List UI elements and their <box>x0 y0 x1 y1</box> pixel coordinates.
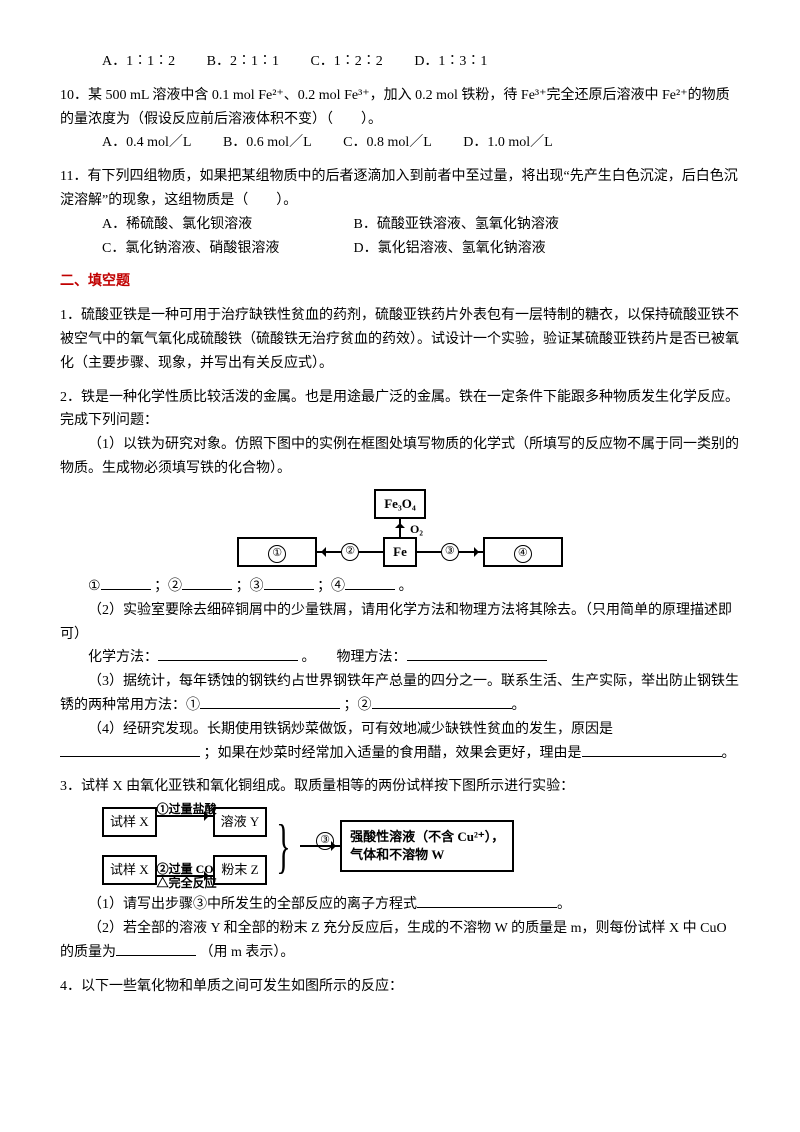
d2-x1: 试样 X <box>102 807 157 837</box>
f2-p3: （3）据统计，每年锈蚀的钢铁约占世界钢铁年产总量的四分之一。联系生活、生产实际，… <box>60 670 740 718</box>
f2-diagram: Fe₃O₄ O₂ ① ② Fe ③ ④ <box>230 489 570 567</box>
q10-stem: 10．某 500 mL 溶液中含 0.1 mol Fe²⁺、0.2 mol Fe… <box>60 84 740 132</box>
f2-stem: 2．铁是一种化学性质比较活泼的金属。也是用途最广泛的金属。铁在一定条件下能跟多种… <box>60 386 740 434</box>
dia-c3: ③ <box>441 543 459 561</box>
q9-opt-a: A．1∶1∶2 <box>102 50 175 74</box>
f2: 2．铁是一种化学性质比较活泼的金属。也是用途最广泛的金属。铁在一定条件下能跟多种… <box>60 386 740 766</box>
f2-p4: （4）经研究发现。长期使用铁锅炒菜做饭，可有效地减少缺铁性贫血的发生，原因是 ；… <box>60 718 740 766</box>
q11-opt-d: D．氯化铝溶液、氢氧化钠溶液 <box>354 237 546 261</box>
q9-options: A．1∶1∶2 B．2∶1∶1 C．1∶2∶2 D．1∶3∶1 <box>60 50 740 74</box>
q10: 10．某 500 mL 溶液中含 0.1 mol Fe²⁺、0.2 mol Fe… <box>60 84 740 155</box>
q10-opt-b: B．0.6 mol／L <box>223 131 312 155</box>
q11-opt-c: C．氯化钠溶液、硝酸银溶液 <box>102 237 322 261</box>
d2-z: 粉末 Z <box>213 855 268 885</box>
q9-opt-b: B．2∶1∶1 <box>207 50 279 74</box>
dia-top: Fe₃O₄ <box>374 489 426 519</box>
q10-opt-c: C．0.8 mol／L <box>343 131 432 155</box>
d2-y: 溶液 Y <box>213 807 268 837</box>
dia-box4: ④ <box>483 537 563 567</box>
f2-p2a: （2）实验室要除去细碎铜屑中的少量铁屑，请用化学方法和物理方法将其除去。（只用简… <box>60 599 740 647</box>
dia-c2: ② <box>341 543 359 561</box>
f3-p2: （2）若全部的溶液 Y 和全部的粉末 Z 充分反应后，生成的不溶物 W 的质量是… <box>60 917 740 965</box>
q10-opt-a: A．0.4 mol／L <box>102 131 191 155</box>
f2-p2b: 化学方法： 。 物理方法： <box>60 646 740 670</box>
q9-opt-d: D．1∶3∶1 <box>414 50 487 74</box>
dia-fe: Fe <box>383 537 417 567</box>
q11: 11．有下列四组物质，如果把某组物质中的后者逐滴加入到前者中至过量，将出现“先产… <box>60 165 740 260</box>
f3-stem: 3．试样 X 由氧化亚铁和氧化铜组成。取质量相等的两份试样按下图所示进行实验： <box>60 775 740 799</box>
dia-box1: ① <box>237 537 317 567</box>
f1: 1．硫酸亚铁是一种可用于治疗缺铁性贫血的药剂，硫酸亚铁药片外表包有一层特制的糖衣… <box>60 304 740 375</box>
f3-p1: （1）请写出步骤③中所发生的全部反应的离子方程式。 <box>60 893 740 917</box>
f3-diagram: 试样 X 试样 X ①过量盐酸 ②过量 CO△完全反应 溶液 Y 粉末 Z } … <box>102 807 662 885</box>
dia-o2: O₂ <box>407 519 426 539</box>
section-2-heading: 二、填空题 <box>60 270 740 294</box>
f4: 4．以下一些氧化物和单质之间可发生如图所示的反应： <box>60 975 740 999</box>
d2-result: 强酸性溶液（不含 Cu²⁺）， 气体和不溶物 W <box>340 820 514 872</box>
f2-p1-blanks: ① ；② ；③ ；④ 。 <box>60 575 740 599</box>
brace-icon: } <box>275 816 291 876</box>
f3: 3．试样 X 由氧化亚铁和氧化铜组成。取质量相等的两份试样按下图所示进行实验： … <box>60 775 740 964</box>
q10-opt-d: D．1.0 mol／L <box>463 131 552 155</box>
q11-stem: 11．有下列四组物质，如果把某组物质中的后者逐滴加入到前者中至过量，将出现“先产… <box>60 165 740 213</box>
q9-opt-c: C．1∶2∶2 <box>310 50 382 74</box>
q11-opt-b: B．硫酸亚铁溶液、氢氧化钠溶液 <box>354 213 559 237</box>
d2-x2: 试样 X <box>102 855 157 885</box>
q11-opt-a: A．稀硫酸、氯化钡溶液 <box>102 213 322 237</box>
f2-p1: （1）以铁为研究对象。仿照下图中的实例在框图处填写物质的化学式（所填写的反应物不… <box>60 433 740 481</box>
